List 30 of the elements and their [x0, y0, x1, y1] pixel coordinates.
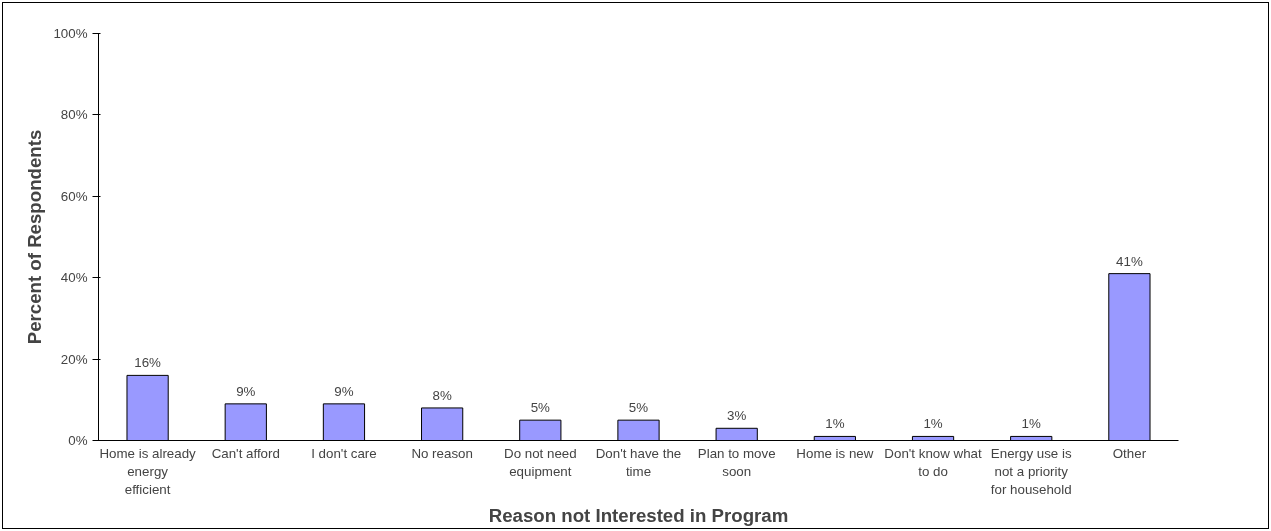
x-tick-label: I don't care	[311, 445, 377, 461]
y-tick-label: 60%	[60, 188, 88, 204]
data-label: 3%	[727, 408, 747, 424]
data-label: 9%	[236, 383, 256, 399]
data-label: 41%	[1116, 253, 1143, 269]
data-label: 16%	[134, 355, 162, 371]
x-tick-label: Energy use is not a priority for household	[990, 445, 1072, 497]
x-tick-label: No reason	[411, 445, 473, 461]
y-tick-label: 100%	[53, 26, 88, 41]
y-tick-label: 0%	[68, 433, 88, 448]
data-label: 1%	[1021, 416, 1042, 432]
x-tick-label: Don't know what to do	[884, 445, 983, 479]
x-tick-label: Home is new	[796, 445, 874, 461]
y-tick-label: 80%	[60, 107, 88, 123]
x-tick-label: Home is already energy efficient	[99, 445, 197, 497]
data-label: 1%	[923, 416, 943, 432]
x-axis-title: Reason not Interested in Program	[488, 504, 789, 526]
x-tick-label: Do not need equipment	[504, 445, 577, 479]
x-tick-label: Can't afford	[211, 445, 280, 461]
data-label: 5%	[628, 400, 649, 416]
data-label: 1%	[825, 416, 845, 432]
y-tick-label: 40%	[60, 270, 88, 286]
data-label: 9%	[334, 383, 354, 399]
x-tick-label: Other	[1112, 445, 1147, 461]
data-label: 5%	[530, 400, 551, 416]
x-tick-label: Plan to move soon	[697, 445, 776, 479]
y-tick-label: 20%	[60, 351, 88, 367]
y-axis-title: Percent of Respondents	[24, 129, 46, 345]
x-tick-label: Don't have the time	[595, 445, 682, 479]
data-label: 8%	[432, 387, 452, 403]
